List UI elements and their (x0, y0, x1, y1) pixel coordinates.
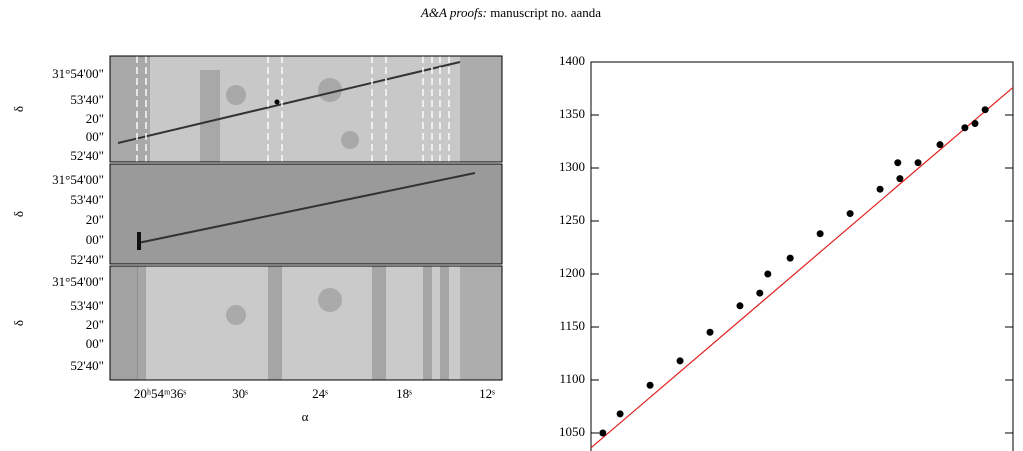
y-tick-label: 31°54'00" (52, 274, 104, 289)
point (961, 124, 969, 132)
blob (341, 131, 359, 149)
point (599, 429, 607, 437)
image-panel-1 (109, 55, 503, 163)
x-tick-label: 18ˢ (396, 386, 412, 401)
plot-frame (590, 61, 1014, 451)
point (846, 210, 854, 218)
y-tick-label: 1050 (559, 424, 585, 439)
y-label: δ (11, 211, 26, 217)
point (676, 357, 684, 365)
y-tick-label: 20" (86, 317, 104, 332)
point (646, 381, 654, 389)
panel-frame (109, 265, 503, 381)
image-panel-3 (109, 265, 503, 381)
y-tick-label: 53'40" (70, 92, 104, 107)
y-tick-label: 52'40" (70, 358, 104, 373)
y-tick-label: 1100 (559, 371, 585, 386)
point (816, 230, 824, 238)
x-tick-label: 30ˢ (232, 386, 248, 401)
y-tick-label: 1250 (559, 212, 585, 227)
point (896, 175, 904, 183)
y-tick-label: 53'40" (70, 298, 104, 313)
fit-line (590, 86, 1014, 449)
blob (460, 266, 502, 380)
image-panel-2 (109, 163, 503, 265)
y-tick-label: 1200 (559, 265, 585, 280)
y-tick-label: 31°54'00" (52, 172, 104, 187)
point (914, 159, 922, 167)
streak (137, 172, 476, 244)
point (706, 328, 714, 336)
panel-frame (109, 55, 503, 163)
y-tick-label: 52'40" (70, 252, 104, 267)
point (971, 119, 979, 127)
y-label: δ (11, 106, 26, 112)
band (372, 266, 386, 380)
y-tick-label: 00" (86, 129, 104, 144)
y-tick-label: 00" (86, 336, 104, 351)
y-tick-label: 31°54'00" (52, 66, 104, 81)
y-tick-label: 53'40" (70, 192, 104, 207)
x-tick-label: 20ʰ54ᵐ36ˢ (134, 386, 187, 401)
image (110, 56, 502, 162)
band (137, 266, 146, 380)
y-tick-label: 1150 (559, 318, 585, 333)
blob (200, 70, 220, 162)
dashed-lines (136, 56, 450, 162)
y-label: δ (11, 320, 26, 326)
panel-frame (109, 163, 503, 265)
point (876, 185, 884, 193)
x-tick-label: 24ˢ (312, 386, 328, 401)
blob (110, 56, 150, 162)
point (736, 302, 744, 310)
header-text: manuscript no. aanda (490, 5, 601, 20)
streak-end (137, 232, 141, 250)
band (423, 266, 432, 380)
blob (460, 56, 502, 162)
point (981, 106, 989, 114)
blob (226, 305, 246, 325)
y-tick-label: 1400 (559, 53, 585, 68)
journal: A&A proofs: (420, 5, 487, 20)
running-header: A&A proofs: manuscript no. aanda (420, 5, 601, 20)
y-tick-label: 20" (86, 111, 104, 126)
point (894, 159, 902, 167)
band (440, 266, 449, 380)
blob (318, 78, 342, 102)
x-tick-label: 12ˢ (479, 386, 495, 401)
point (936, 141, 944, 149)
blob (110, 266, 138, 380)
y-tick-label: 1350 (559, 106, 585, 121)
star (274, 99, 280, 105)
y-tick-label: 52'40" (70, 148, 104, 163)
blob (318, 288, 342, 312)
y-tick-label: 20" (86, 212, 104, 227)
blob (226, 85, 246, 105)
point (764, 270, 772, 278)
y-tick-label: 1300 (559, 159, 585, 174)
point (616, 410, 624, 418)
point (786, 254, 794, 262)
band (268, 266, 282, 380)
streak (117, 61, 461, 144)
x-label: α (302, 409, 309, 424)
point (756, 289, 764, 297)
y-tick-label: 00" (86, 232, 104, 247)
image (110, 266, 502, 380)
